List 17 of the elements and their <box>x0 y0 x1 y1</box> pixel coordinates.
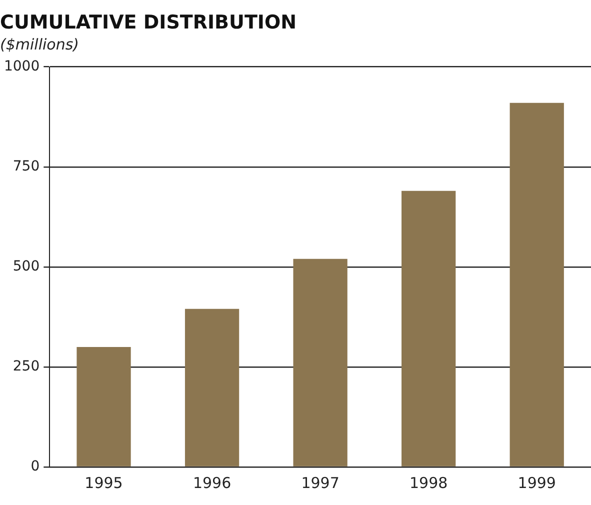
x-tick-label: 1995 <box>84 474 123 492</box>
y-tick-label: 250 <box>12 358 40 375</box>
chart-title: CUMULATIVE DISTRIBUTION <box>0 11 297 34</box>
y-tick-label: 750 <box>12 158 40 174</box>
y-tick-label: 1000 <box>4 58 40 74</box>
bar <box>184 308 240 466</box>
chart-subtitle: ($millions) <box>0 36 80 54</box>
x-tick-label: 1998 <box>409 474 448 492</box>
y-tick-label: 500 <box>12 258 40 275</box>
y-tick-label: 0 <box>30 458 40 475</box>
bar <box>510 102 564 466</box>
x-tick-label: 1996 <box>192 474 232 492</box>
x-tick-label: 1997 <box>301 474 340 492</box>
bar <box>402 190 456 466</box>
bar <box>76 346 131 466</box>
x-tick-label: 1999 <box>518 474 556 492</box>
bar <box>293 258 348 466</box>
